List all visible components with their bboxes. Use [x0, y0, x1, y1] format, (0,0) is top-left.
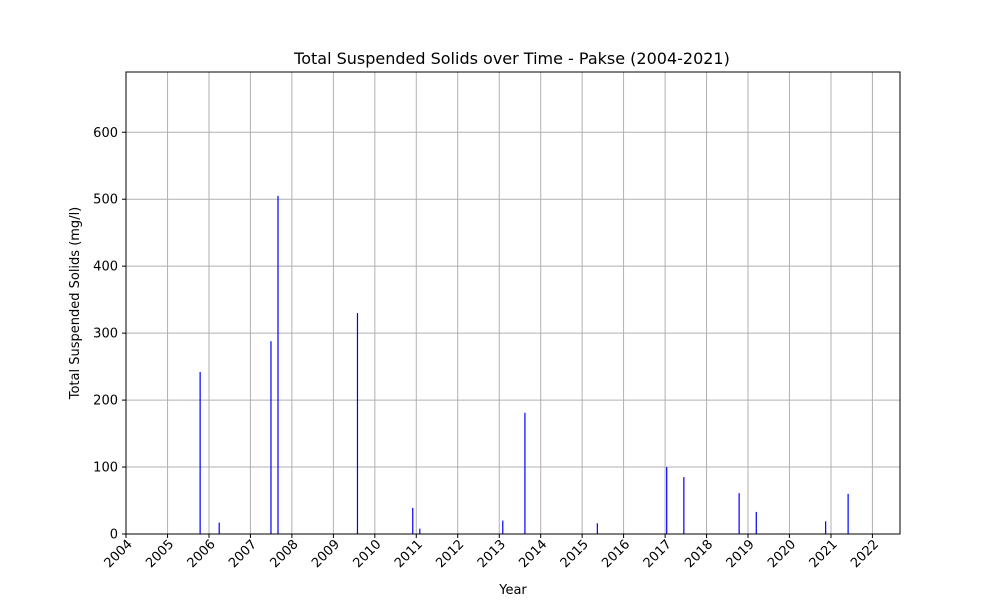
tss-bar	[356, 313, 359, 534]
y-tick-label: 100	[93, 461, 118, 476]
y-tick-label: 600	[93, 126, 118, 141]
x-axis-ticks: 2004 2005 2006 2007 2008 2009 2010 2011 2012 2013…	[102, 534, 882, 571]
plot-frame	[125, 71, 901, 535]
tss-bar	[277, 195, 279, 534]
tss-bar	[738, 493, 740, 534]
tss-bar	[270, 341, 272, 534]
x-tick-label: 2009	[309, 537, 343, 571]
y-tick-label: 200	[93, 394, 118, 409]
bars-group	[199, 195, 849, 534]
y-tick-label: 0	[110, 528, 118, 543]
x-tick-label: 2006	[185, 537, 219, 571]
x-tick-label: 2020	[765, 537, 799, 571]
x-tick-label: 2014	[516, 537, 550, 571]
x-tick-label: 2008	[268, 537, 302, 571]
tss-bar	[218, 522, 220, 534]
x-tick-label: 2021	[807, 537, 841, 571]
tss-bar	[412, 507, 414, 534]
y-tick-label: 500	[93, 193, 118, 208]
y-tick-label: 400	[93, 260, 118, 275]
tss-bar	[666, 467, 668, 534]
tss-bar	[502, 520, 504, 534]
tss-bar	[199, 371, 201, 534]
x-tick-label: 2018	[682, 537, 716, 571]
x-tick-label: 2010	[350, 537, 384, 571]
x-tick-label: 2007	[226, 537, 260, 571]
x-tick-label: 2005	[143, 537, 177, 571]
tss-bar	[524, 412, 526, 534]
x-tick-label: 2011	[392, 537, 426, 571]
chart-title: Total Suspended Solids over Time - Pakse…	[293, 49, 730, 68]
x-tick-label: 2015	[558, 537, 592, 571]
y-tick-label: 300	[93, 327, 118, 342]
tss-bar	[847, 493, 849, 534]
y-axis-label: Total Suspended Solids (mg/l)	[68, 207, 83, 401]
x-tick-label: 2012	[433, 537, 467, 571]
x-tick-label: 2022	[848, 537, 882, 571]
y-axis-ticks: 0 100 200 300 400 500 600	[93, 126, 126, 543]
x-tick-label: 2017	[641, 537, 675, 571]
x-axis-label: Year	[498, 583, 527, 598]
tss-bar	[596, 523, 598, 534]
x-tick-label: 2019	[724, 537, 758, 571]
tss-bar	[825, 521, 827, 534]
x-tick-label: 2004	[102, 537, 136, 571]
tss-bar	[755, 511, 757, 534]
x-tick-label: 2016	[599, 537, 633, 571]
tss-bar	[683, 477, 685, 534]
x-tick-label: 2013	[475, 537, 509, 571]
grid-lines	[125, 72, 900, 535]
tss-bar	[419, 528, 421, 534]
